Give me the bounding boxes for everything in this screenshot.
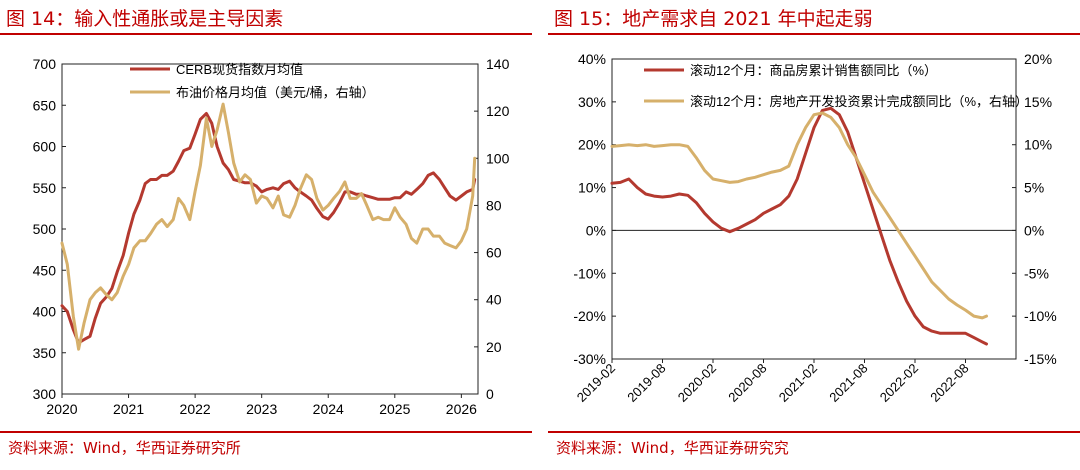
- y-right-tick-label: 0: [486, 386, 494, 402]
- legend-label-2: 布油价格月均值（美元/桶，右轴）: [176, 85, 375, 100]
- x-tick-label: 2025: [379, 401, 410, 417]
- x-tick-label: 2024: [313, 401, 344, 417]
- y-left-tick-label: 650: [33, 97, 57, 113]
- y-right-tick-label: 15%: [1024, 94, 1052, 110]
- source-note: 资料来源：Wind，华西证券研究所: [8, 439, 241, 457]
- y-right-tick-label: 100: [486, 150, 510, 166]
- title-divider: [548, 33, 1080, 35]
- x-tick-label: 2021-08: [826, 361, 870, 405]
- legend-label-2: 滚动12个月：房地产开发投资累计完成额同比（%，右轴）: [690, 94, 1028, 109]
- x-tick-label: 2023: [246, 401, 277, 417]
- y-left-tick-label: 350: [33, 345, 57, 361]
- x-tick-label: 2021: [113, 401, 144, 417]
- title-divider: [0, 33, 532, 35]
- y-left-tick-label: 0%: [586, 222, 606, 238]
- y-right-tick-label: 60: [486, 245, 502, 261]
- x-tick-label: 2022-08: [927, 361, 971, 405]
- y-right-tick-label: -15%: [1024, 351, 1057, 367]
- y-right-tick-label: 120: [486, 103, 510, 119]
- chart-title: 图 15：地产需求自 2021 年中起走弱: [554, 8, 873, 30]
- source-divider: [548, 431, 1080, 433]
- x-tick-label: 2022-02: [877, 361, 921, 405]
- y-right-tick-label: 0%: [1024, 222, 1044, 238]
- y-left-tick-label: 700: [33, 56, 57, 72]
- chart-title: 图 14：输入性通胀或是主导因素: [6, 8, 284, 30]
- x-tick-label: 2026: [446, 401, 477, 417]
- x-tick-label: 2022: [180, 401, 211, 417]
- x-tick-label: 2020-02: [675, 361, 719, 405]
- y-right-tick-label: -5%: [1024, 265, 1049, 281]
- y-left-tick-label: -10%: [573, 265, 606, 281]
- chart-panel-property: 图 15：地产需求自 2021 年中起走弱 -30% -20% -10% 0% 10% 2…: [548, 0, 1080, 470]
- x-tick-label: 2020-08: [725, 361, 769, 405]
- plot-frame: [61, 63, 479, 395]
- y-left-tick-label: 500: [33, 221, 57, 237]
- x-tick-label: 2019-08: [624, 361, 668, 405]
- series-line-1: [610, 106, 988, 346]
- x-tick-label: 2021-02: [776, 361, 820, 405]
- y-left-tick-label: 300: [33, 386, 57, 402]
- y-right-tick-label: 20: [486, 339, 502, 355]
- chart-property: -30% -20% -10% 0% 10% 20% 30% 40% -15% -10% -5% 0% 5…: [573, 51, 1057, 405]
- series-line-2: [60, 102, 477, 351]
- series-line-1: [60, 112, 477, 345]
- x-tick-label: 2019-02: [574, 361, 618, 405]
- source-divider: [0, 431, 532, 433]
- source-note: 资料来源：Wind，华西证券研究究: [556, 439, 789, 457]
- y-right-tick-label: 5%: [1024, 180, 1044, 196]
- series-line-2: [610, 111, 988, 320]
- y-left-tick-label: -20%: [573, 308, 606, 324]
- y-left-tick-label: 550: [33, 180, 57, 196]
- y-left-tick-label: 30%: [578, 94, 606, 110]
- legend-label-1: CERB现货指数月均值: [176, 62, 303, 77]
- x-tick-label: 2020: [46, 401, 77, 417]
- y-left-tick-label: -30%: [573, 351, 606, 367]
- legend-label-1: 滚动12个月：商品房累计销售额同比（%）: [690, 63, 937, 78]
- y-right-tick-label: -10%: [1024, 308, 1057, 324]
- y-left-tick-label: 40%: [578, 51, 606, 67]
- y-right-tick-label: 80: [486, 197, 502, 213]
- y-left-tick-label: 450: [33, 262, 57, 278]
- y-right-tick-label: 20%: [1024, 51, 1052, 67]
- y-right-tick-label: 10%: [1024, 137, 1052, 153]
- y-left-tick-label: 20%: [578, 137, 606, 153]
- y-right-tick-label: 40: [486, 292, 502, 308]
- chart-inflation: 300 350 400 450 500 550 600 650 700 0 20 40 60 80 100 1…: [33, 56, 510, 417]
- y-right-tick-label: 140: [486, 56, 510, 72]
- y-left-tick-label: 10%: [578, 180, 606, 196]
- chart-panel-inflation: 图 14：输入性通胀或是主导因素 300 350 400 450 500 550 600 65…: [0, 0, 532, 470]
- y-left-tick-label: 400: [33, 304, 57, 320]
- y-left-tick-label: 600: [33, 139, 57, 155]
